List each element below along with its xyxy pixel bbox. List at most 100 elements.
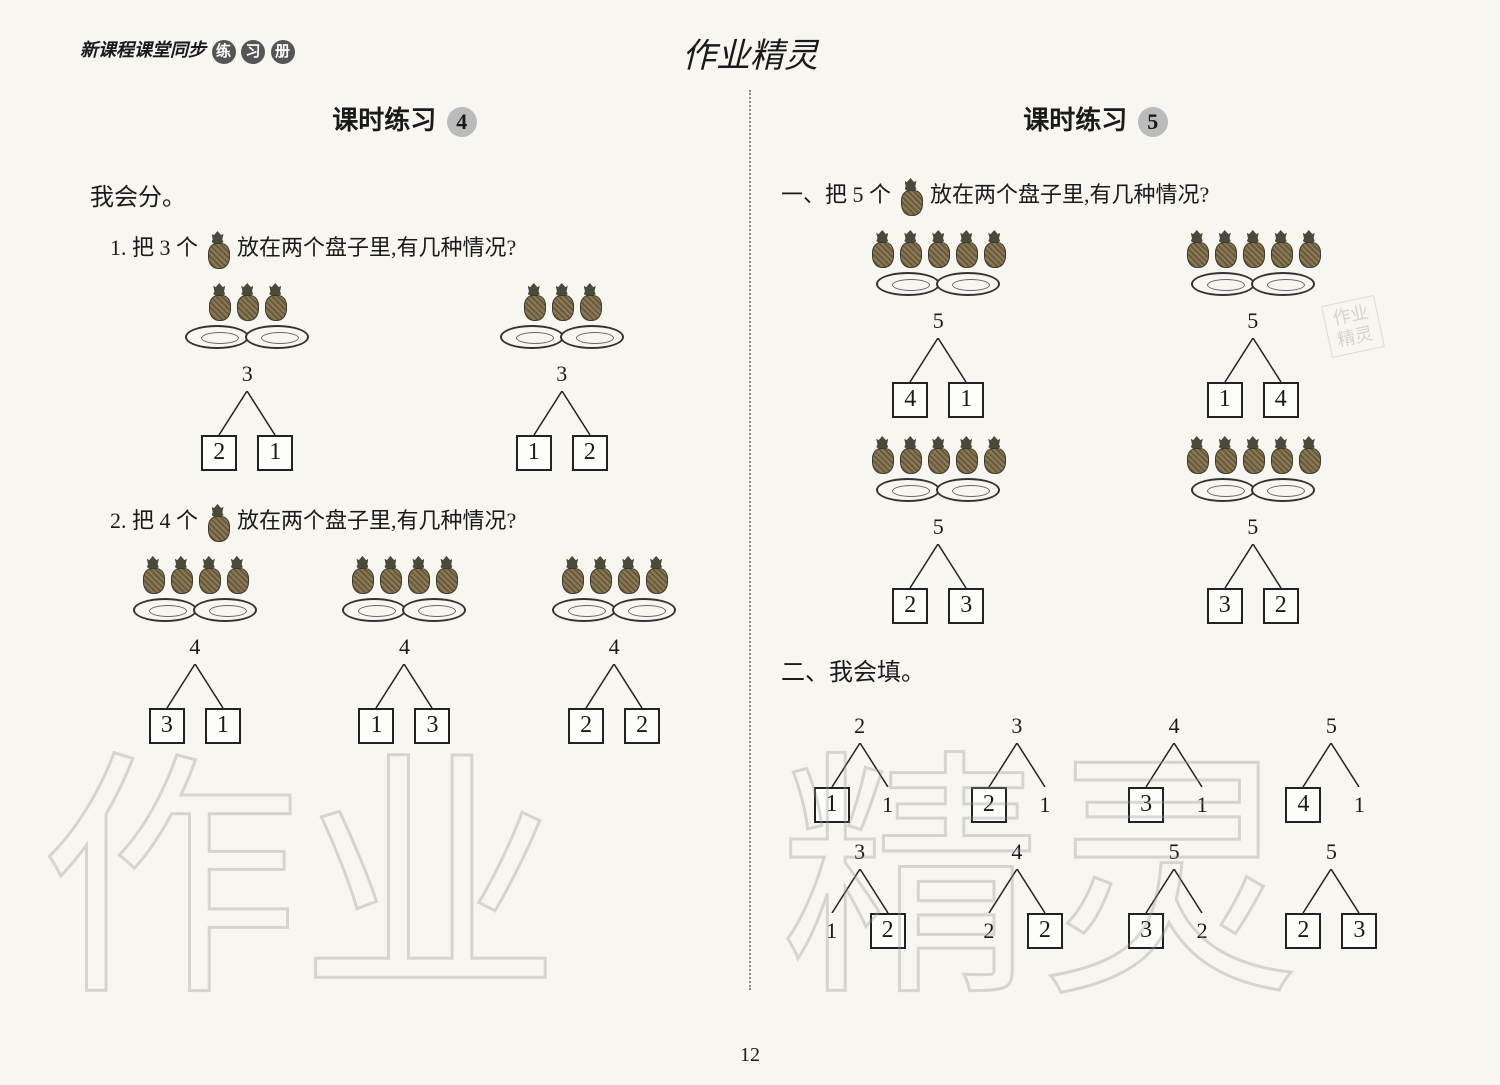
answer-box: 2 — [1263, 588, 1299, 624]
pineapple-icon — [204, 504, 232, 542]
right-q1-group-3: 5 23 — [868, 432, 1008, 632]
plate-icon — [560, 325, 624, 349]
answer-box: 1 — [358, 708, 394, 744]
pineapple-icon — [1239, 230, 1267, 268]
left-q1-illus: 3 2 1 3 1 2 — [90, 279, 719, 479]
answer-box: 2 — [572, 435, 608, 471]
pineapple-icon — [614, 556, 642, 594]
pineapple-icon — [1239, 436, 1267, 474]
answer-box: 2 — [201, 435, 237, 471]
right-column: 课时练习 5 一、把 5 个 放在两个盘子里,有几种情况? 5 41 — [751, 80, 1440, 1045]
pineapple-icon — [952, 230, 980, 268]
answer-box: 4 — [1285, 787, 1321, 823]
tree-3-2-1: 3 2 1 — [197, 361, 297, 471]
tree-top: 3 — [810, 839, 910, 865]
bubble-1: 练 — [212, 40, 236, 64]
pineapple-icon — [1211, 230, 1239, 268]
answer-box: 3 — [1341, 913, 1377, 949]
left-q2-group-3: 4 22 — [550, 552, 678, 752]
answer-box: 3 — [414, 708, 450, 744]
fill-3: 3 21 — [967, 713, 1067, 823]
given-leaf: 1 — [814, 913, 850, 949]
answer-box: 2 — [1027, 913, 1063, 949]
tree-top: 3 — [197, 361, 297, 387]
fill-4b: 4 22 — [967, 839, 1067, 949]
series-text: 新课程课堂同步 — [80, 40, 206, 60]
plate-icon — [185, 325, 249, 349]
plate-row — [183, 325, 311, 349]
right-q1-text: 一、把 5 个 放在两个盘子里,有几种情况? — [781, 177, 1410, 216]
right-q1-suffix: 放在两个盘子里,有几种情况? — [930, 182, 1209, 207]
tree-top: 4 — [1124, 713, 1224, 739]
right-q2-label: 二、我会填。 — [781, 652, 1410, 687]
plate-icon — [193, 598, 257, 622]
answer-box: 1 — [516, 435, 552, 471]
fill-3b: 3 12 — [810, 839, 910, 949]
left-column: 课时练习 4 我会分。 1. 把 3 个 放在两个盘子里,有几种情况? 3 — [60, 80, 749, 1045]
bubble-3: 册 — [271, 40, 295, 64]
left-q1-suffix: 放在两个盘子里,有几种情况? — [237, 235, 516, 260]
plate-icon — [402, 598, 466, 622]
fill-4: 4 31 — [1124, 713, 1224, 823]
pineapple-icon — [167, 556, 195, 594]
given-leaf: 1 — [1027, 787, 1063, 823]
pineapple-icon — [432, 556, 460, 594]
pineapple-icon — [1267, 436, 1295, 474]
answer-box: 4 — [892, 382, 928, 418]
pineapple-icon — [195, 556, 223, 594]
right-lesson-label: 课时练习 — [1023, 106, 1127, 135]
tree-top: 5 — [1281, 839, 1381, 865]
plate-icon — [876, 272, 940, 296]
right-q1-row2: 5 23 5 32 — [781, 432, 1410, 632]
given-leaf: 1 — [870, 787, 906, 823]
plate-icon — [936, 478, 1000, 502]
fill-5c: 5 23 — [1281, 839, 1381, 949]
pineapple-icon — [404, 556, 432, 594]
pineapple-icon — [233, 283, 261, 321]
given-leaf: 2 — [971, 913, 1007, 949]
answer-box: 2 — [1285, 913, 1321, 949]
pineapple-icon — [586, 556, 614, 594]
answer-box: 1 — [257, 435, 293, 471]
answer-box: 1 — [814, 787, 850, 823]
pineapple-icon — [868, 436, 896, 474]
pineapple-icon — [952, 436, 980, 474]
pineapple-icon — [1267, 230, 1295, 268]
pineapple-icon — [1183, 230, 1211, 268]
left-q1-group-2: 3 1 2 — [498, 279, 626, 479]
left-lesson-title: 课时练习 4 — [90, 100, 719, 137]
tree-top: 5 — [1203, 308, 1303, 334]
tree-4-1-3: 4 13 — [354, 634, 454, 744]
tree-top: 5 — [1281, 713, 1381, 739]
left-q2-text: 2. 把 4 个 放在两个盘子里,有几种情况? — [110, 503, 719, 542]
pineapple-icon — [924, 230, 952, 268]
plate-icon — [1191, 272, 1255, 296]
tree-top: 5 — [888, 308, 988, 334]
answer-box: 2 — [971, 787, 1007, 823]
answer-box: 1 — [1207, 382, 1243, 418]
fill-5: 5 41 — [1281, 713, 1381, 823]
answer-box: 3 — [1128, 787, 1164, 823]
pineapple-icon — [896, 436, 924, 474]
plate-icon — [612, 598, 676, 622]
answer-box: 1 — [205, 708, 241, 744]
pineapple-icon — [548, 283, 576, 321]
pineapple-row — [183, 283, 311, 321]
tree-5-2-3: 5 23 — [888, 514, 988, 624]
pineapple-icon — [520, 283, 548, 321]
left-q2-group-1: 4 31 — [131, 552, 259, 752]
answer-box: 3 — [1207, 588, 1243, 624]
pineapple-icon — [896, 230, 924, 268]
pineapple-icon — [642, 556, 670, 594]
right-q1-group-4: 5 32 — [1183, 432, 1323, 632]
answer-box: 3 — [948, 588, 984, 624]
pineapple-icon — [348, 556, 376, 594]
plate-icon — [876, 478, 940, 502]
answer-box: 1 — [948, 382, 984, 418]
given-leaf: 2 — [1184, 913, 1220, 949]
plate-icon — [936, 272, 1000, 296]
pineapple-icon — [204, 231, 232, 269]
tree-top: 5 — [888, 514, 988, 540]
given-leaf: 1 — [1341, 787, 1377, 823]
pineapple-icon — [868, 230, 896, 268]
